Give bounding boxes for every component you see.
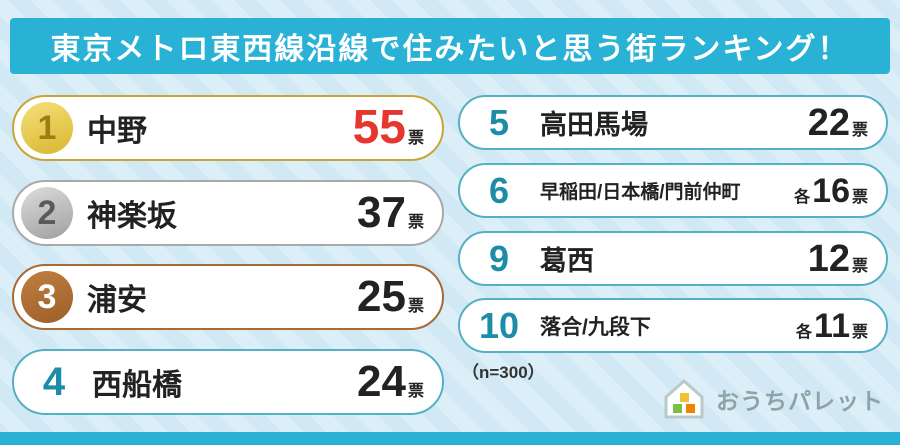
rank-card-2: 2 神楽坂 37 票	[12, 180, 444, 246]
rank-number: 1	[37, 108, 57, 147]
each-label: 各	[794, 188, 811, 206]
vote-number: 55	[352, 101, 406, 154]
rank-number: 3	[37, 277, 57, 316]
silver-medal-icon: 2	[21, 187, 73, 239]
vote-unit: 票	[407, 383, 424, 400]
bronze-medal-icon: 3	[21, 271, 73, 323]
vote-unit: 票	[407, 298, 424, 315]
station-name: 葛西	[540, 246, 594, 276]
vote-number: 22	[807, 101, 850, 144]
vote-count: 55 票	[353, 104, 424, 152]
vote-number: 12	[807, 237, 850, 280]
rank-card-9: 9 葛西 12 票	[458, 231, 888, 286]
vote-unit: 票	[851, 257, 868, 275]
vote-number: 11	[814, 306, 850, 345]
rank-card-5: 5 高田馬場 22 票	[458, 95, 888, 150]
vote-count: 37 票	[357, 191, 424, 235]
brand-logo: おうちパレット	[660, 375, 884, 423]
vote-count: 各 11 票	[796, 309, 868, 343]
vote-unit: 票	[851, 121, 868, 139]
vote-number: 16	[812, 171, 850, 210]
house-palette-icon	[664, 379, 704, 419]
vote-count: 12 票	[808, 240, 868, 278]
rank-card-1: 1 中野 55 票	[12, 95, 444, 161]
vote-unit: 票	[407, 130, 424, 147]
vote-count: 各 16 票	[794, 174, 868, 208]
vote-number: 25	[357, 272, 406, 321]
rank-number: 9	[488, 237, 510, 279]
station-name: 神楽坂	[87, 200, 177, 233]
rank-number: 6	[488, 169, 510, 211]
rank-card-3: 3 浦安 25 票	[12, 264, 444, 330]
station-name: 西船橋	[92, 369, 182, 402]
title-banner: 東京メトロ東西線沿線で住みたいと思う街ランキング！	[10, 18, 890, 74]
station-name: 高田馬場	[540, 110, 648, 140]
rank-number: 10	[478, 304, 520, 346]
brand-name: おうちパレット	[716, 388, 884, 414]
rank-card-10: 10 落合/九段下 各 11 票	[458, 298, 888, 353]
vote-count: 24 票	[357, 360, 424, 404]
vote-unit: 票	[851, 323, 868, 341]
each-label: 各	[796, 323, 813, 341]
gold-medal-icon: 1	[21, 102, 73, 154]
station-name: 早稲田/日本橋/門前仲町	[540, 182, 741, 203]
vote-count: 25 票	[357, 275, 424, 319]
vote-number: 24	[357, 357, 406, 406]
station-name: 中野	[87, 115, 147, 148]
vote-number: 37	[357, 188, 406, 237]
vote-count: 22 票	[808, 104, 868, 142]
rank-number: 2	[37, 193, 57, 232]
vote-unit: 票	[851, 188, 868, 206]
station-name: 浦安	[87, 284, 147, 317]
rank-number: 5	[488, 101, 510, 143]
vote-unit: 票	[407, 214, 424, 231]
footer-bar	[0, 432, 900, 445]
rank-number: 4	[42, 360, 66, 404]
rank-card-4: 4 西船橋 24 票	[12, 349, 444, 415]
rank-card-6: 6 早稲田/日本橋/門前仲町 各 16 票	[458, 163, 888, 218]
page-title: 東京メトロ東西線沿線で住みたいと思う街ランキング！	[50, 33, 850, 66]
sample-size-note: （n=300）	[462, 363, 545, 382]
station-name: 落合/九段下	[540, 315, 651, 339]
